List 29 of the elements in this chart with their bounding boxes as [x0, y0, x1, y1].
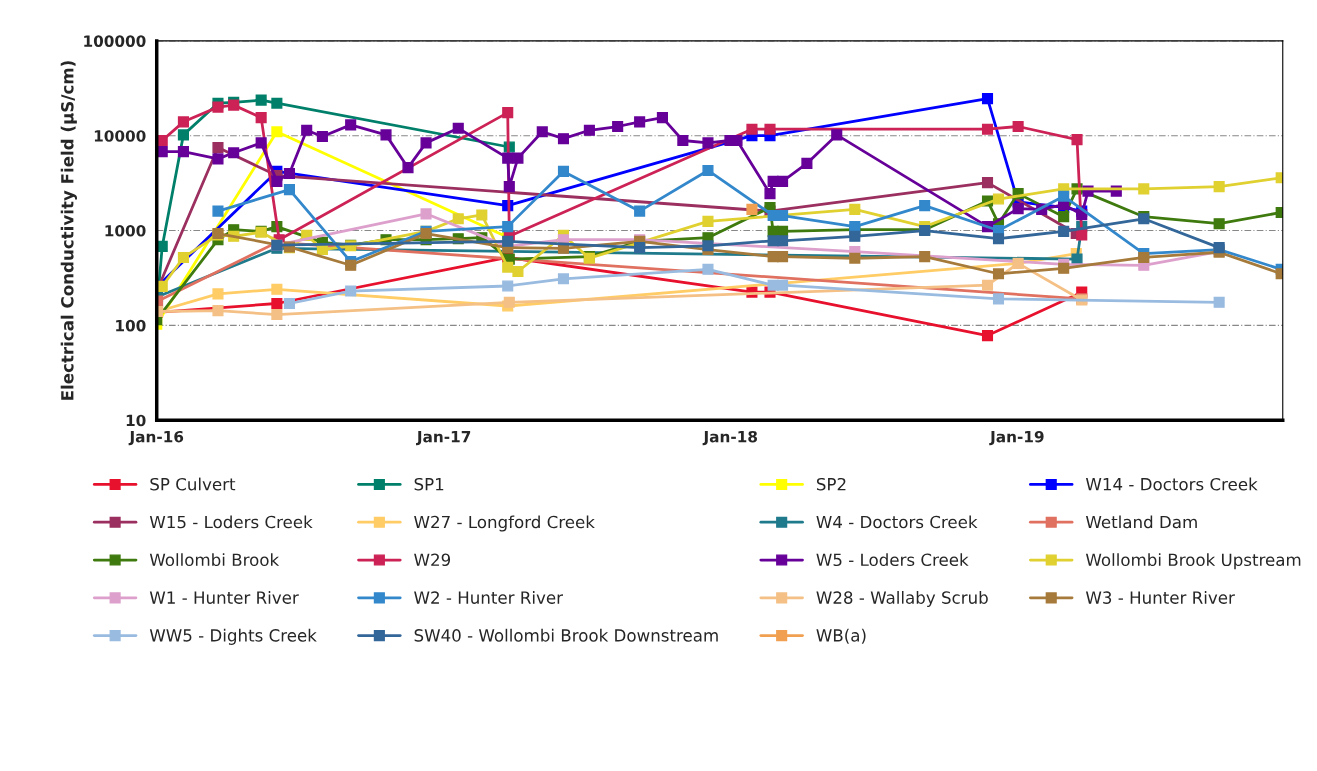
legend-label: SP Culvert	[150, 477, 236, 491]
legend-label: Wollombi Brook Upstream	[1085, 553, 1301, 570]
legend-label: W4 - Doctors Creek	[816, 515, 978, 529]
y-axis-title: Electrical Conductivity Field (µS/cm)	[60, 61, 77, 400]
y-tick-label: 100000	[84, 35, 146, 47]
legend-label: Wollombi Brook	[149, 553, 280, 567]
legend-label: W2 - Hunter River	[414, 590, 563, 604]
x-tick-label: Jan-18	[702, 430, 758, 446]
legend-label: W28 - Wallaby Scrub	[816, 590, 988, 608]
y-tick-label: 1000	[105, 224, 146, 237]
legend-label: W15 - Loders Creek	[149, 515, 313, 529]
legend-label: W27 - Longford Creek	[414, 515, 595, 532]
x-tick-label: Jan-16	[128, 430, 184, 446]
x-tick-label: Jan-19	[989, 430, 1044, 446]
y-tick-label: 10	[126, 414, 146, 427]
y-tick-label: 10000	[94, 130, 146, 142]
legend-label: WW5 - Dights Creek	[149, 628, 317, 645]
legend-label: W14 - Doctors Creek	[1085, 477, 1258, 491]
legend-label: W3 - Hunter River	[1085, 590, 1235, 604]
y-tick-label: 100	[116, 319, 146, 332]
x-tick-label: Jan-17	[416, 431, 471, 446]
legend-label: WB(a)	[816, 628, 866, 644]
legend-label: SW40 - Wollombi Brook Downstream	[414, 628, 718, 642]
legend-label: SP2	[816, 477, 846, 491]
legend-label: W1 - Hunter River	[149, 590, 299, 604]
legend-label: Wetland Dam	[1085, 515, 1197, 529]
legend-label: W5 - Loders Creek	[816, 553, 969, 567]
legend-label: W29	[414, 553, 451, 567]
legend-label: SP1	[414, 477, 444, 491]
